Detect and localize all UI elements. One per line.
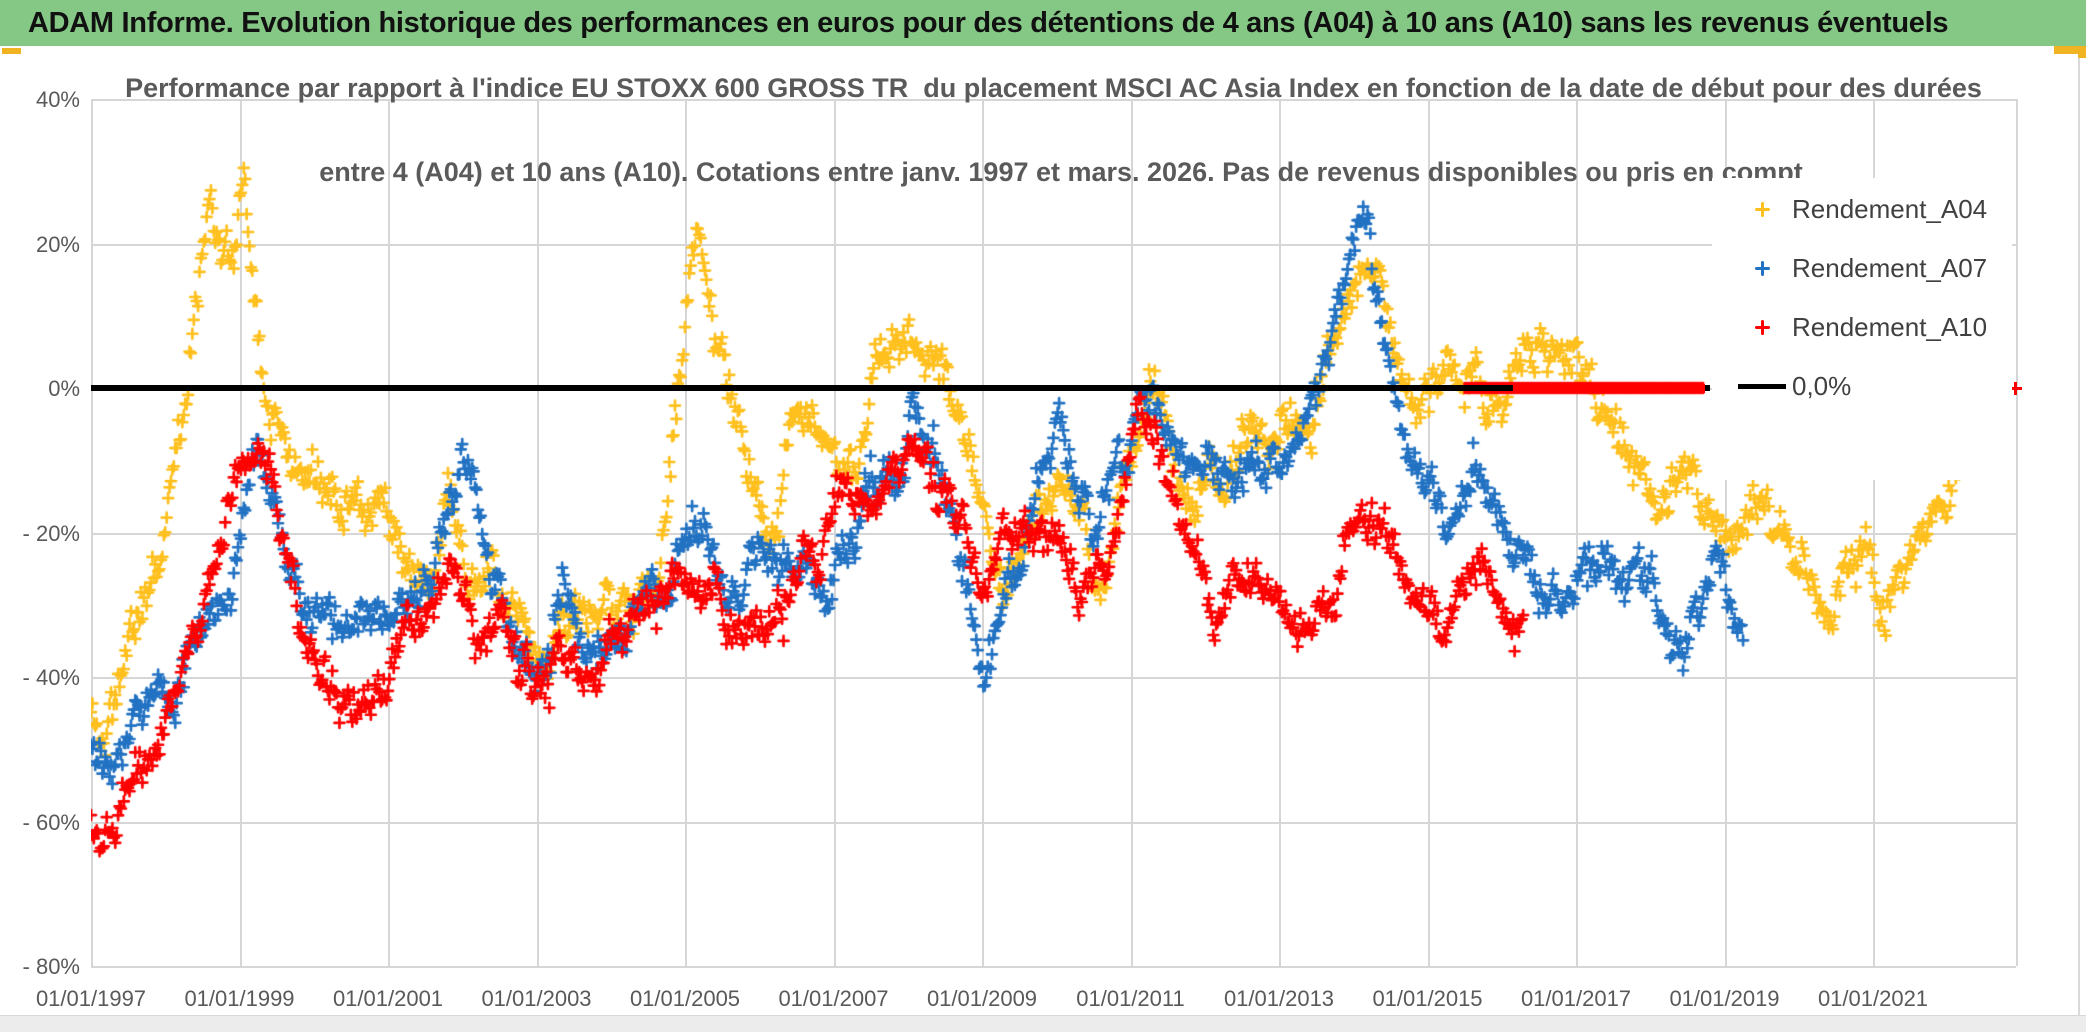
- y-tick-label: 0%: [48, 376, 80, 401]
- bottom-bar: [0, 1015, 2086, 1032]
- x-tick-label: 01/01/1997: [35, 986, 147, 1011]
- chart-legend: Rendement_A04 Rendement_A07 Rendement_A10 0…: [1712, 178, 2012, 480]
- x-tick-label: 01/01/2013: [1223, 986, 1335, 1011]
- legend-item-rendement-a04: Rendement_A04: [1712, 180, 2012, 239]
- y-tick-label: - 20%: [22, 520, 80, 546]
- zero-percent-line: [91, 385, 1710, 391]
- gridline-vertical: [2016, 99, 2018, 966]
- red-flat-zero-segment: [1513, 384, 1705, 393]
- gridline-horizontal: [91, 966, 2016, 968]
- legend-plus-marker-icon: [1738, 261, 1786, 276]
- legend-label: Rendement_A10: [1792, 312, 1988, 342]
- scatter-series-canvas: [91, 99, 2016, 967]
- chart-title-line1: Performance par rapport à l'indice EU ST…: [125, 73, 1982, 103]
- legend-item-rendement-a10: Rendement_A10: [1712, 298, 2012, 357]
- y-tick-label: - 40%: [22, 665, 80, 690]
- x-tick-label: 01/01/2005: [629, 986, 741, 1011]
- header-bar: ADAM Informe. Evolution historique des p…: [0, 0, 2086, 46]
- chart-area: Performance par rapport à l'indice EU ST…: [0, 58, 2086, 1015]
- app-title: ADAM Informe. Evolution historique des p…: [28, 6, 1949, 39]
- y-tick-label: 20%: [35, 231, 80, 257]
- x-tick-label: 01/01/2019: [1669, 986, 1780, 1011]
- legend-plus-marker-icon: [1738, 202, 1786, 217]
- legend-item-0-0-: 0,0%: [1712, 357, 2012, 416]
- x-tick-label: 01/01/2009: [926, 986, 1038, 1011]
- y-tick-label: - 80%: [22, 954, 80, 979]
- x-tick-label: 01/01/2011: [1076, 986, 1185, 1011]
- legend-item-rendement-a07: Rendement_A07: [1712, 239, 2012, 298]
- legend-line-sample-icon: [1738, 384, 1786, 389]
- legend-label: Rendement_A07: [1792, 253, 1988, 283]
- selection-corner-top-left: [2, 48, 21, 54]
- legend-label: Rendement_A04: [1792, 194, 1988, 224]
- y-tick-label: - 60%: [22, 809, 80, 835]
- legend-plus-marker-icon: [1738, 320, 1786, 335]
- x-tick-label: 01/01/2021: [1817, 986, 1929, 1011]
- x-tick-label: 01/01/2003: [481, 986, 592, 1011]
- x-tick-label: 01/01/2007: [778, 986, 889, 1011]
- x-tick-label: 01/01/2001: [332, 986, 444, 1011]
- y-tick-label: 40%: [35, 87, 80, 112]
- selection-corner-top-right: [2054, 46, 2086, 54]
- isolated-red-point-marker: [2009, 382, 2022, 395]
- x-tick-label: 01/01/1999: [184, 986, 295, 1011]
- x-tick-label: 01/01/2017: [1520, 986, 1632, 1011]
- x-tick-label: 01/01/2015: [1372, 986, 1483, 1011]
- chart-outer-border: [2078, 58, 2080, 1015]
- legend-label: 0,0%: [1792, 371, 1852, 401]
